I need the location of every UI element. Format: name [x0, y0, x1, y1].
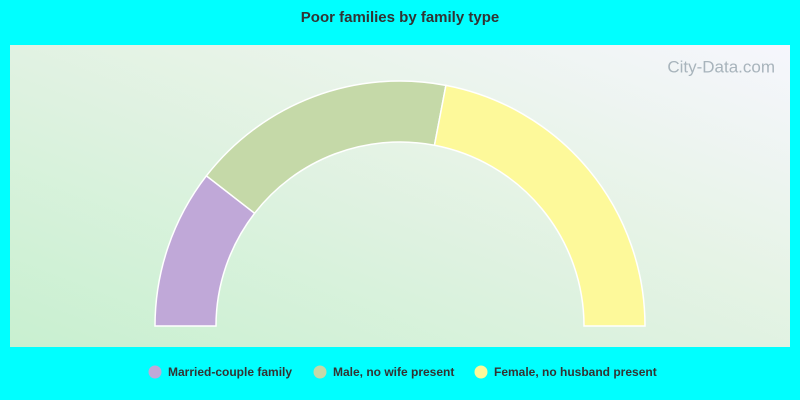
- watermark: City-Data.com: [667, 57, 775, 76]
- legend-label: Female, no husband present: [494, 365, 657, 379]
- chart-title: Poor families by family type: [301, 9, 499, 26]
- legend-marker: [313, 365, 327, 379]
- legend-marker: [474, 365, 488, 379]
- legend-label: Married-couple family: [168, 365, 292, 379]
- legend-label: Male, no wife present: [333, 365, 454, 379]
- donut-segment: [433, 84, 646, 327]
- legend-marker: [148, 365, 162, 379]
